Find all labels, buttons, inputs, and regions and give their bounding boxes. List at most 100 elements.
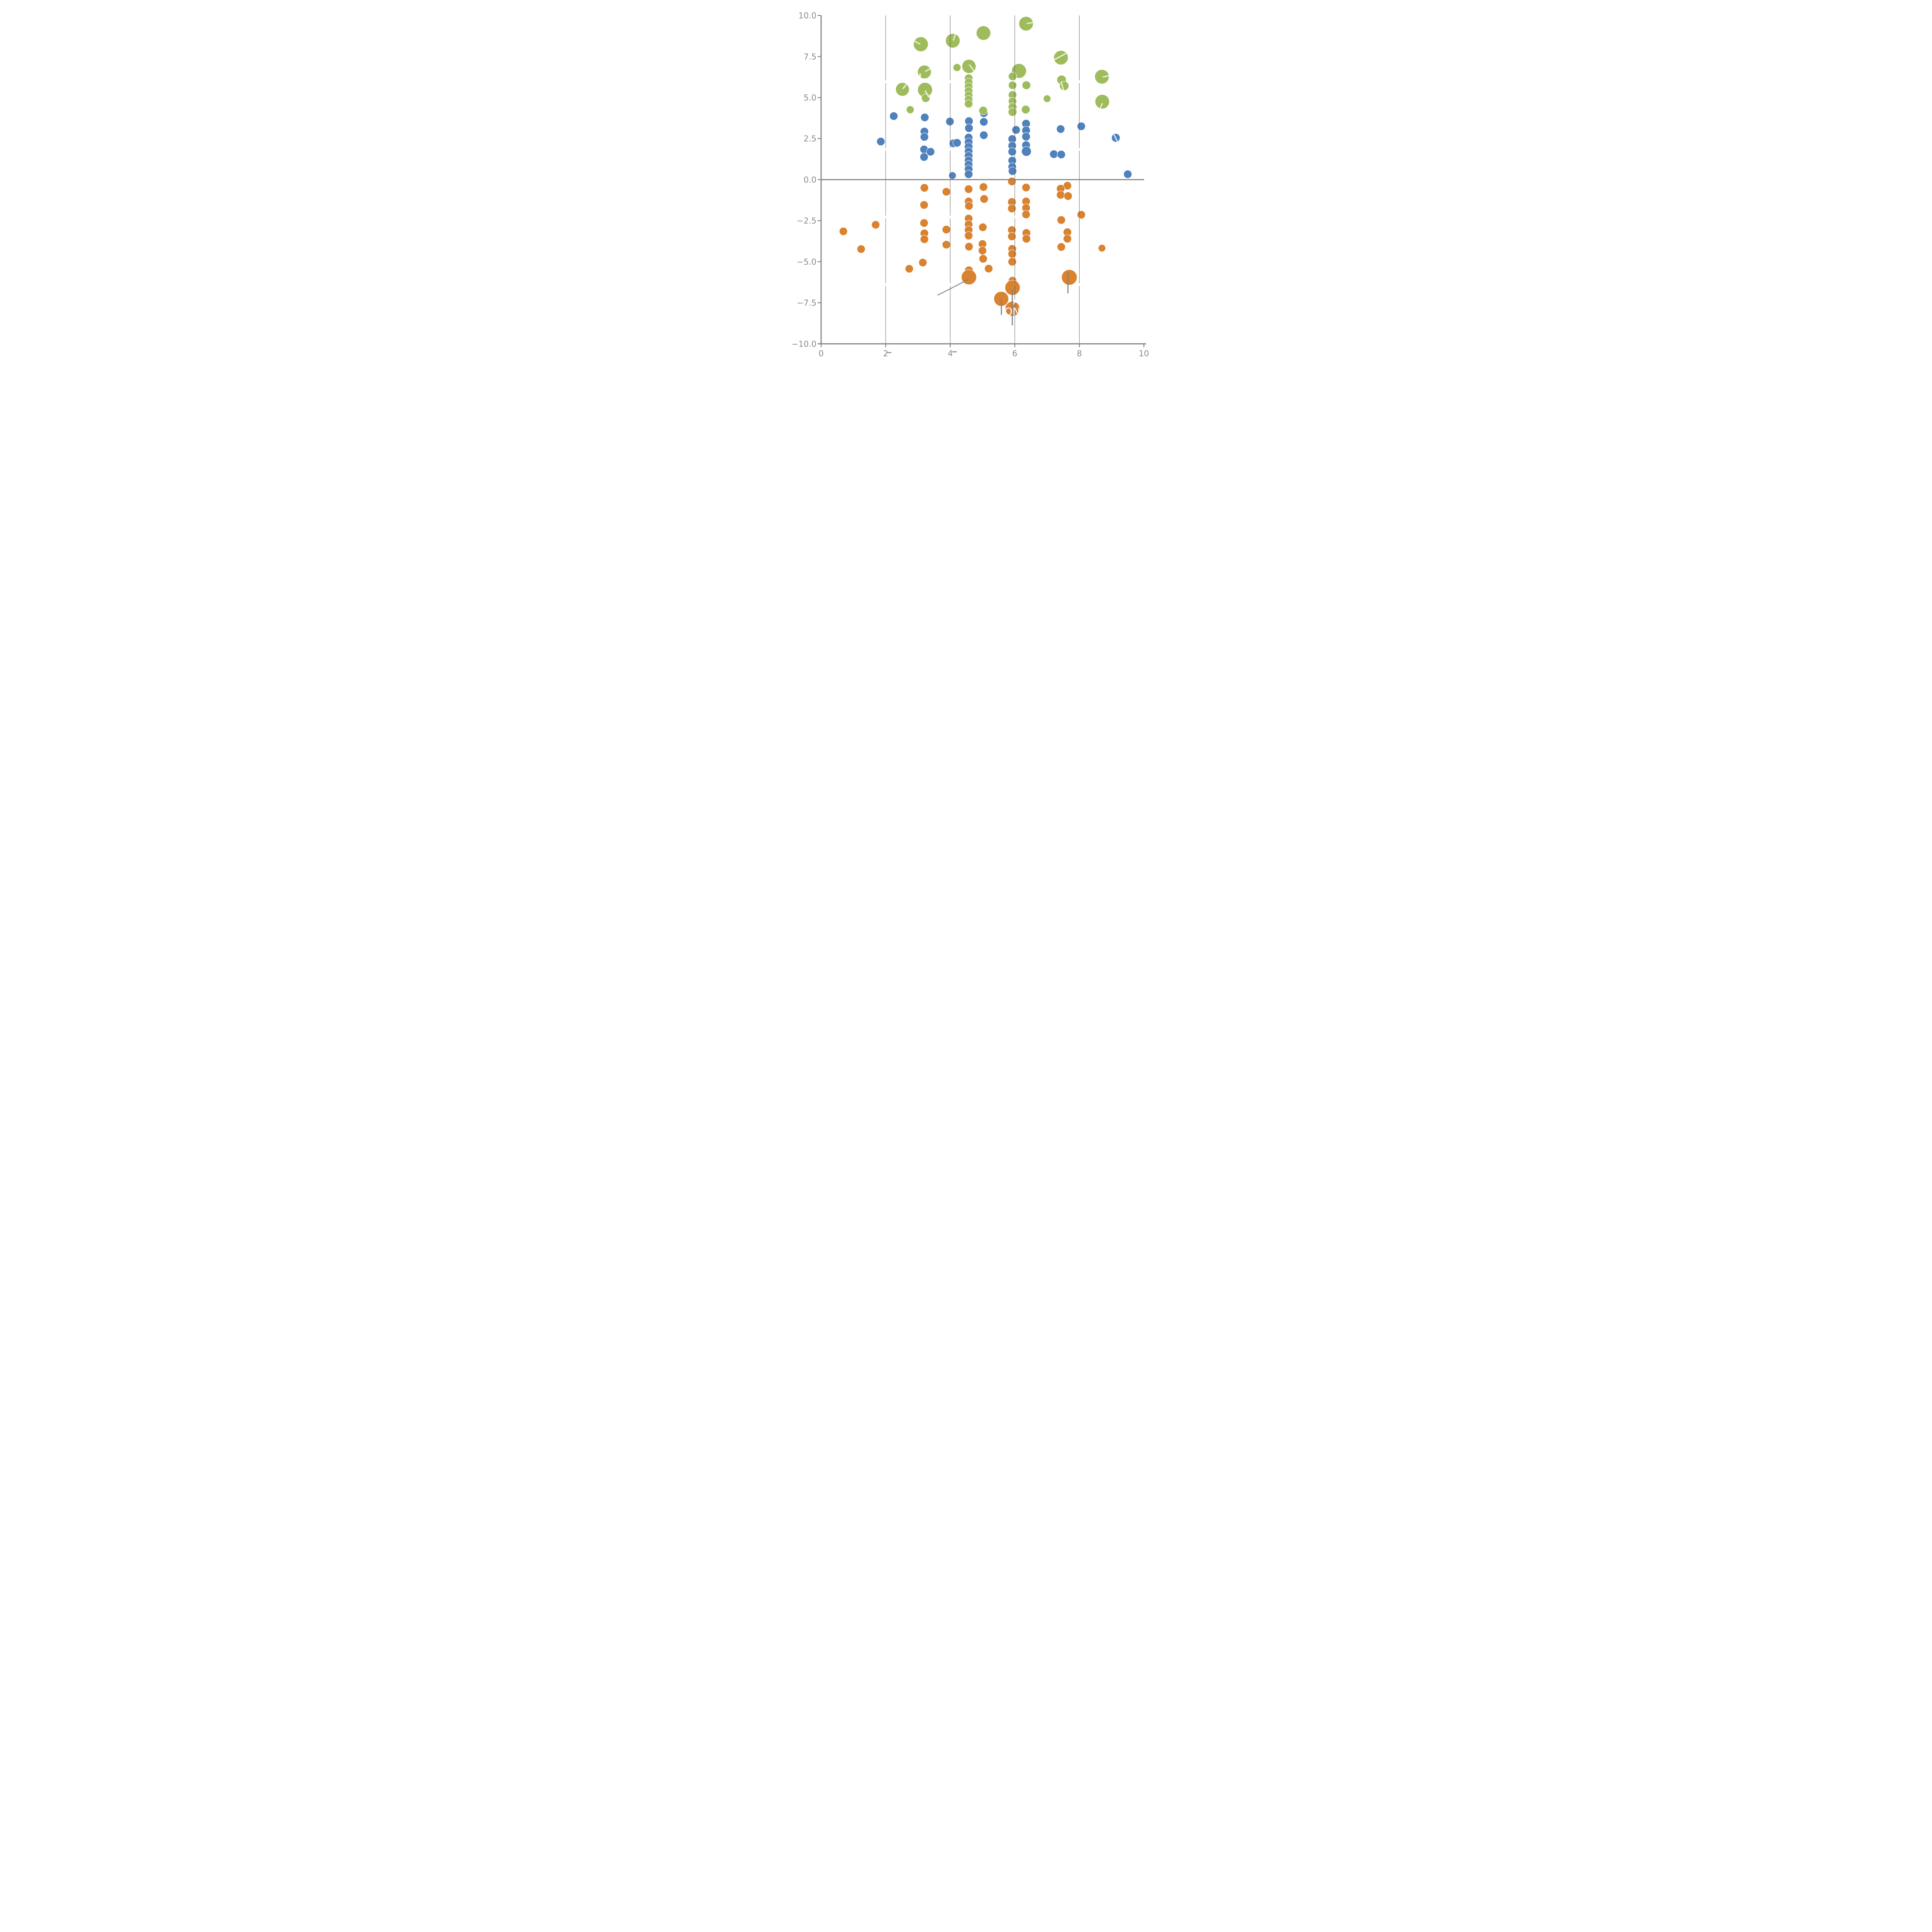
data-point-green-group bbox=[1021, 105, 1031, 114]
data-point-orange-group bbox=[1022, 210, 1031, 219]
marker-light-line bbox=[913, 40, 921, 45]
data-point-orange-group bbox=[905, 264, 914, 273]
x-tick-label: 4 bbox=[947, 349, 952, 358]
data-point-orange-group bbox=[857, 245, 866, 253]
data-point-orange-group bbox=[984, 264, 993, 273]
data-point-blue-group bbox=[979, 117, 988, 126]
data-point-orange-group bbox=[978, 223, 987, 232]
data-point-orange-group bbox=[920, 235, 929, 244]
data-point-blue-group bbox=[1077, 122, 1086, 131]
data-point-green-group bbox=[1022, 81, 1031, 90]
data-point-blue-group bbox=[920, 153, 929, 162]
data-point-orange-group bbox=[1057, 243, 1066, 252]
data-point-blue-group bbox=[926, 147, 935, 156]
data-point-blue-group bbox=[889, 112, 898, 121]
marker-light-line bbox=[925, 68, 932, 72]
data-point-blue-group bbox=[964, 170, 973, 179]
data-point-orange-group bbox=[942, 187, 951, 196]
plot-canvas: 10.0 7.5 5.0 2.5 0.0 −2.5 −5.0 −7.5 −10.00 2 4 6 8 10… bbox=[792, 11, 1149, 358]
data-point-orange-group bbox=[1061, 269, 1077, 286]
data-point-blue-group bbox=[920, 113, 929, 122]
data-point-orange-group bbox=[980, 194, 989, 204]
cluster-text-annotation: ONG bbox=[1004, 306, 1028, 318]
data-point-blue-group bbox=[1008, 167, 1017, 175]
x-tick-label: 0 bbox=[818, 349, 823, 358]
cluster-text-annotation: A bbox=[1013, 295, 1020, 307]
data-point-green-group bbox=[1008, 107, 1017, 117]
marker-light-line bbox=[1114, 134, 1118, 142]
x-tick-label: 2 bbox=[883, 349, 888, 358]
y-tick-label: −7.5 bbox=[797, 298, 816, 308]
data-point-orange-group bbox=[964, 231, 973, 240]
data-point-green-group bbox=[913, 36, 929, 52]
data-point-blue-group bbox=[1049, 150, 1058, 159]
marker-light-line bbox=[1102, 75, 1110, 78]
marker-light-line bbox=[953, 33, 956, 41]
y-tick-label: 10.0 bbox=[798, 11, 816, 20]
data-point-green-group bbox=[1008, 72, 1017, 81]
data-point-blue-group bbox=[979, 131, 988, 139]
data-point-green-group bbox=[1019, 16, 1034, 31]
marker-light-line bbox=[925, 90, 930, 98]
diagonal-line bbox=[937, 279, 968, 296]
data-point-green-group bbox=[976, 26, 991, 41]
marker-light-line bbox=[969, 64, 975, 72]
y-tick-label: 5.0 bbox=[804, 93, 816, 102]
x-tick-label: 6 bbox=[1012, 349, 1017, 358]
data-point-green-group bbox=[1043, 95, 1051, 103]
data-point-blue-group bbox=[1123, 170, 1132, 179]
data-point-blue-group bbox=[952, 138, 961, 147]
data-point-green-group bbox=[917, 65, 932, 79]
data-point-blue-group bbox=[949, 172, 956, 180]
data-point-orange-group bbox=[920, 219, 929, 228]
data-point-orange-group bbox=[942, 225, 951, 234]
data-point-green-group bbox=[953, 63, 961, 72]
data-point-blue-group bbox=[876, 137, 885, 146]
y-tick-label: −10.0 bbox=[792, 339, 816, 349]
stray-mark bbox=[952, 351, 957, 352]
data-point-blue-group bbox=[1008, 147, 1017, 156]
data-point-orange-group bbox=[964, 201, 973, 211]
data-point-green-group bbox=[1008, 81, 1017, 90]
scatter-plot-figure: 10.0 7.5 5.0 2.5 0.0 −2.5 −5.0 −7.5 −10.0 0 2 4 6 8 10… bbox=[773, 0, 1159, 386]
data-point-green-group bbox=[906, 105, 915, 114]
data-point-orange-group bbox=[871, 220, 880, 229]
marker-light-line bbox=[1098, 103, 1103, 111]
data-point-orange-group bbox=[1008, 249, 1017, 259]
data-point-green-group bbox=[921, 94, 930, 103]
data-point-orange-group bbox=[918, 258, 927, 267]
data-point-orange-group bbox=[1022, 234, 1031, 243]
data-point-orange-group bbox=[839, 227, 848, 236]
data-point-green-group bbox=[978, 106, 988, 115]
x-tick-label: 10 bbox=[1139, 349, 1149, 358]
data-point-green-group bbox=[1053, 50, 1068, 65]
data-point-blue-group bbox=[946, 117, 954, 126]
data-point-orange-group bbox=[942, 240, 951, 249]
data-point-orange-group bbox=[964, 185, 973, 194]
data-point-green-group bbox=[895, 82, 910, 97]
marker-light-line bbox=[902, 83, 908, 89]
y-tick-label: −5.0 bbox=[797, 257, 816, 267]
stray-mark bbox=[887, 352, 891, 353]
data-point-orange-group bbox=[979, 182, 988, 192]
data-point-orange-group bbox=[961, 269, 977, 285]
y-tick-label: 2.5 bbox=[804, 134, 816, 143]
data-point-orange-group bbox=[1022, 183, 1031, 192]
data-point-orange-group bbox=[1007, 232, 1016, 241]
data-point-orange-group bbox=[920, 184, 929, 192]
data-point-orange-group bbox=[1056, 190, 1065, 199]
marker-light-line bbox=[1061, 82, 1065, 92]
data-point-orange-group bbox=[1098, 244, 1106, 252]
data-point-blue-group bbox=[964, 124, 973, 133]
y-tick-label: −2.5 bbox=[797, 216, 816, 226]
data-point-blue-group bbox=[1056, 124, 1065, 134]
data-point-blue-group bbox=[920, 133, 929, 141]
data-point-orange-group bbox=[1008, 257, 1017, 266]
data-point-green-group bbox=[964, 99, 973, 108]
data-point-orange-group bbox=[1063, 234, 1072, 243]
data-point-blue-group bbox=[1057, 150, 1066, 159]
data-point-green-group bbox=[1094, 69, 1109, 84]
x-tick-label: 8 bbox=[1077, 349, 1082, 358]
marker-light-line bbox=[1053, 53, 1066, 61]
data-point-orange-group bbox=[1007, 204, 1016, 213]
